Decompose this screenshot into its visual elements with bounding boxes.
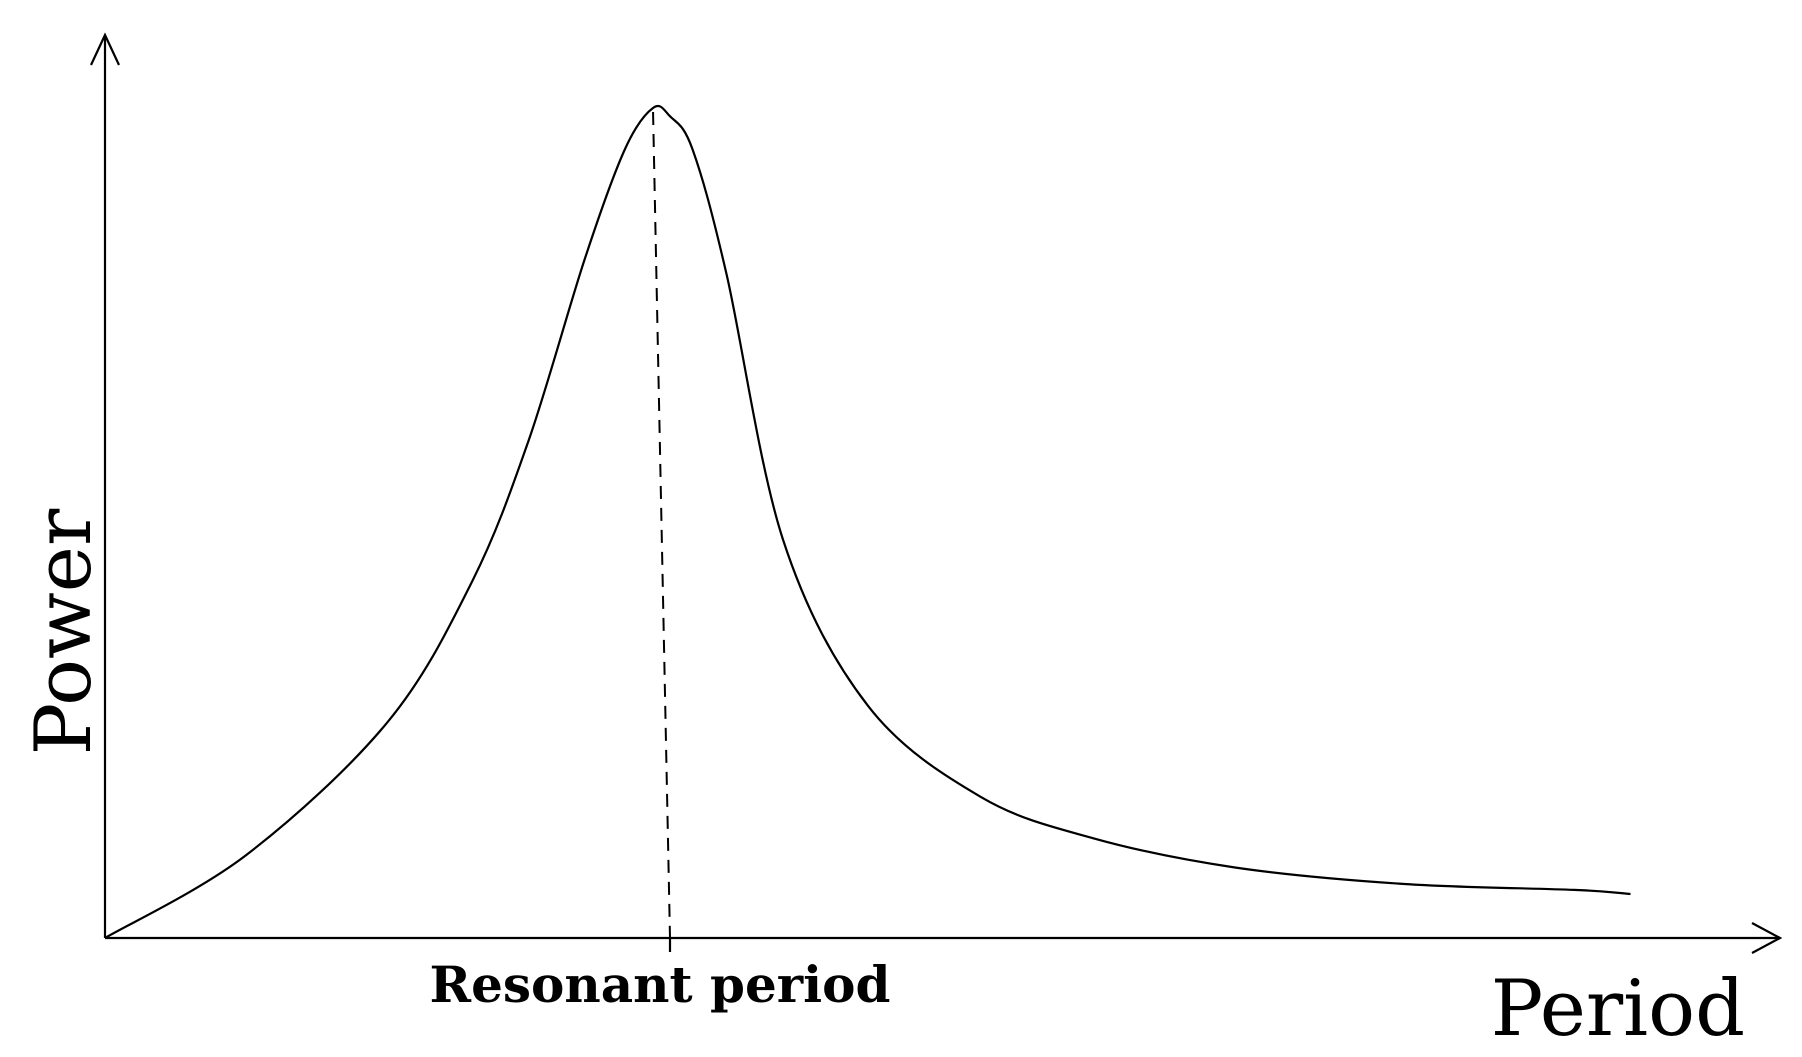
x-tick-label-resonant-period: Resonant period [430,955,891,1014]
x-axis-arrow [1751,922,1783,954]
x-axis-label: Period [1491,964,1745,1054]
y-axis-arrow [90,32,120,66]
axes [90,32,1783,954]
y-axis-label: Power [19,508,109,755]
resonant-period-marker [652,111,671,939]
series-line [104,104,1631,939]
